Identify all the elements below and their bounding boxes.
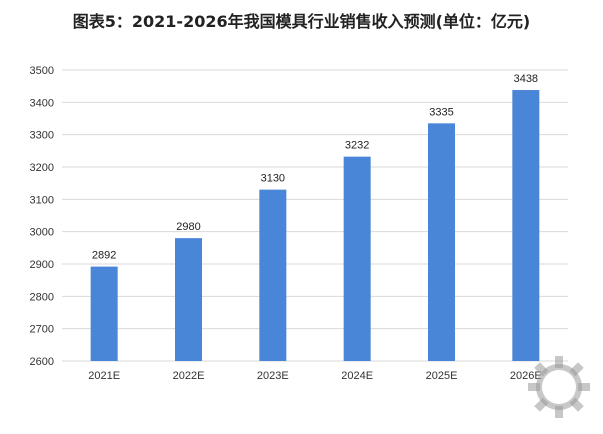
y-tick-label: 2700 — [30, 324, 54, 336]
data-label: 2980 — [176, 221, 200, 233]
y-tick-label: 3000 — [30, 227, 54, 239]
data-label: 2892 — [92, 250, 116, 262]
bar — [90, 266, 118, 361]
x-tick-label: 2026E — [510, 370, 542, 382]
y-tick-label: 3100 — [30, 194, 54, 206]
y-tick-label: 3500 — [30, 65, 54, 77]
y-tick-label: 3200 — [30, 162, 54, 174]
x-tick-label: 2022E — [173, 370, 205, 382]
y-tick-label: 2800 — [30, 291, 54, 303]
chart-title: 图表5：2021-2026年我国模具行业销售收入预测(单位：亿元) — [72, 12, 531, 31]
x-tick-label: 2023E — [257, 370, 289, 382]
x-tick-label: 2021E — [88, 370, 120, 382]
data-label: 3232 — [345, 140, 369, 152]
x-tick-label: 2025E — [426, 370, 458, 382]
x-tick-label: 2024E — [341, 370, 373, 382]
gear-icon — [528, 356, 590, 418]
data-label: 3438 — [514, 73, 538, 85]
bar — [175, 238, 202, 361]
y-tick-label: 3300 — [30, 130, 54, 142]
y-tick-label: 2600 — [30, 356, 54, 368]
y-tick-label: 3400 — [30, 97, 54, 109]
y-tick-label: 2900 — [30, 259, 54, 271]
bar — [428, 123, 455, 361]
bar — [259, 189, 287, 361]
data-label: 3335 — [429, 106, 453, 118]
bar — [512, 90, 540, 362]
bar — [343, 156, 371, 361]
data-label: 3130 — [261, 173, 285, 185]
